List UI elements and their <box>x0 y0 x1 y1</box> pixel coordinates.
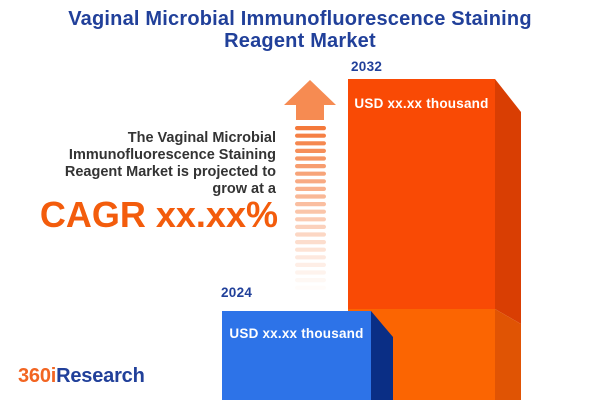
arrow-dash <box>295 156 326 161</box>
arrow-dash <box>295 141 326 146</box>
growth-arrow-icon <box>284 80 336 290</box>
arrow-dash <box>295 179 326 184</box>
arrow-dash <box>295 186 326 191</box>
label-year-2024: 2024 <box>221 285 253 300</box>
arrow-dash <box>295 126 326 131</box>
growth-arrow-head <box>284 80 336 120</box>
arrow-dash <box>295 148 326 153</box>
arrow-dash <box>295 262 326 267</box>
arrow-dash <box>295 232 326 237</box>
cagr-text: CAGR xx.xx% <box>39 194 278 235</box>
page-title-line1: Vaginal Microbial Immunofluorescence Sta… <box>68 8 532 30</box>
logo-360i-part: 360i <box>18 365 57 387</box>
arrow-dash <box>295 164 326 169</box>
arrow-dash <box>295 286 326 290</box>
bar-2024-side-face <box>371 311 393 400</box>
arrow-dash <box>295 133 326 138</box>
projection-description: The Vaginal Microbial Immunofluorescence… <box>65 130 276 198</box>
label-year-2032: 2032 <box>351 59 383 74</box>
arrow-dash <box>295 209 326 214</box>
arrow-dash <box>295 255 326 260</box>
arrow-dash <box>295 224 326 229</box>
bar-2032-front-face <box>348 79 495 309</box>
bar-2024 <box>222 311 393 400</box>
label-value-2024: USD xx.xx thousand <box>229 326 364 341</box>
arrow-dash <box>295 217 326 222</box>
projection-description-line3: Reagent Market is projected to <box>64 164 276 180</box>
projection-description-line2: Immunofluorescence Staining <box>68 147 276 163</box>
bar-2032-base-side-face <box>495 309 521 400</box>
arrow-dash <box>295 194 326 199</box>
label-value-2032: USD xx.xx thousand <box>354 96 489 111</box>
arrow-dash <box>295 247 326 252</box>
projection-description-line4: grow at a <box>212 181 276 197</box>
page-title-line2: Reagent Market <box>224 30 376 52</box>
bar-2024-front-face <box>222 311 371 400</box>
arrow-dash <box>295 278 326 283</box>
page-title: Vaginal Microbial Immunofluorescence Sta… <box>0 8 600 52</box>
arrow-dash <box>295 240 326 245</box>
projection-description-line1: The Vaginal Microbial <box>127 130 276 146</box>
arrow-dash <box>295 202 326 207</box>
arrow-dash <box>295 270 326 275</box>
growth-arrow-dashes <box>295 126 326 290</box>
bar-2032-side-face <box>495 79 521 324</box>
arrow-dash <box>295 171 326 176</box>
logo-360iresearch: 360iResearch <box>18 365 145 388</box>
logo-research-part: Research <box>56 365 145 387</box>
